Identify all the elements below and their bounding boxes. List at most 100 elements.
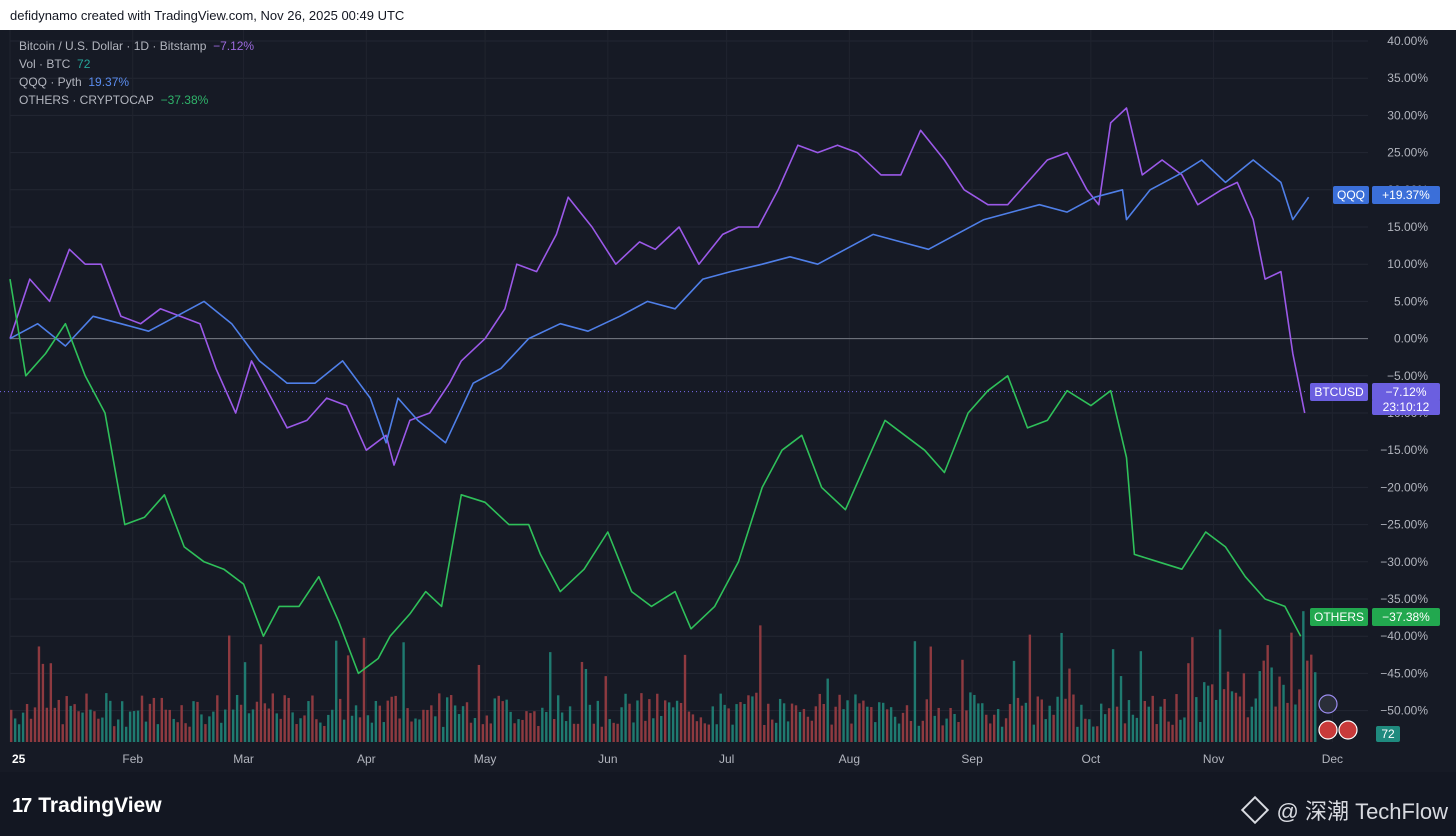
- volume-bar: [1064, 698, 1067, 742]
- volume-bar: [469, 722, 473, 742]
- volume-bar: [370, 722, 374, 742]
- volume-bar: [937, 707, 940, 742]
- volume-bar: [453, 705, 457, 742]
- volume-bar: [1199, 721, 1202, 742]
- volume-bar: [1040, 699, 1043, 742]
- volume-bar: [719, 693, 722, 742]
- volume-bar: [21, 712, 25, 742]
- volume-bar: [790, 703, 794, 742]
- volume-bar: [402, 642, 405, 742]
- volume-bar: [152, 697, 156, 742]
- volume-bar: [239, 704, 243, 742]
- volume-bar: [731, 724, 734, 742]
- volume-bar: [878, 702, 881, 742]
- qqq-name-badge-bg: [1333, 186, 1369, 204]
- volume-bar: [616, 723, 619, 742]
- volume-bar: [1143, 701, 1146, 742]
- volume-bar: [53, 707, 56, 742]
- volume-bar: [481, 724, 485, 742]
- volume-bar: [49, 663, 53, 742]
- volume-bar: [985, 714, 988, 742]
- watermark-text: @ 深潮 TechFlow: [1276, 799, 1448, 824]
- volume-bar: [29, 718, 33, 742]
- volume-bar: [735, 704, 738, 742]
- legend-volume[interactable]: Vol · BTC 72: [19, 57, 91, 71]
- x-tick-label: 25: [12, 752, 26, 766]
- y-tick-label: −5.00%: [1387, 369, 1428, 383]
- y-tick-label: −30.00%: [1380, 555, 1428, 569]
- volume-bar: [235, 694, 239, 742]
- volume-bar: [315, 719, 318, 742]
- volume-bar: [1258, 671, 1261, 742]
- volume-bar: [120, 701, 124, 742]
- legend-btc[interactable]: Bitcoin / U.S. Dollar · 1D · Bitstamp −7…: [19, 39, 255, 53]
- volume-bar: [644, 720, 647, 742]
- volume-bar: [549, 652, 552, 742]
- volume-bar: [287, 697, 290, 742]
- techflow-watermark: @ 深潮 TechFlow: [1240, 794, 1448, 826]
- volume-bar: [188, 726, 191, 742]
- volume-bar: [208, 716, 211, 742]
- volume-bar: [929, 646, 932, 742]
- volume-bar: [243, 662, 247, 742]
- y-tick-label: −45.00%: [1380, 666, 1428, 680]
- flag-icon: [1318, 720, 1338, 740]
- volume-bar: [124, 726, 128, 742]
- series-lines: [9, 107, 1310, 675]
- volume-bar: [434, 716, 437, 742]
- volume-bar: [1250, 706, 1254, 742]
- volume-bar: [85, 693, 88, 742]
- volume-bar: [941, 725, 944, 742]
- volume-bar: [81, 712, 84, 742]
- legend-others[interactable]: OTHERS · CRYPTOCAP −37.38%: [19, 93, 209, 107]
- volume-bar: [1092, 726, 1095, 742]
- volume-bar: [1056, 696, 1059, 742]
- volume-bar: [1008, 704, 1012, 742]
- volume-bar: [1187, 663, 1190, 742]
- volume-bar: [1282, 684, 1285, 742]
- volume-bar: [231, 709, 235, 742]
- volume-bar: [406, 708, 409, 742]
- volume-bar: [283, 695, 286, 742]
- volume-bar: [778, 698, 782, 742]
- volume-bar: [723, 704, 726, 742]
- y-tick-label: 15.00%: [1387, 220, 1428, 234]
- price-chart[interactable]: 40.00%35.00%30.00%25.00%20.00%15.00%10.0…: [0, 30, 1456, 772]
- volume-bar: [426, 709, 429, 742]
- volume-bar: [160, 697, 164, 742]
- volume-bar: [755, 692, 758, 742]
- volume-bar: [414, 718, 417, 742]
- volume-bar: [485, 715, 489, 742]
- volume-bar: [1012, 660, 1016, 742]
- others-value-badge: −37.38%: [1382, 610, 1430, 624]
- volume-bar: [830, 724, 833, 742]
- flag-icon: [1338, 720, 1358, 740]
- volume-bar: [144, 721, 148, 742]
- volume-bar: [45, 707, 49, 742]
- volume-bar: [810, 720, 814, 742]
- volume-bar: [255, 701, 259, 742]
- volume-bar: [1076, 726, 1079, 742]
- volume-bar: [275, 713, 278, 742]
- volume-bar: [767, 703, 770, 742]
- volume-bar: [1080, 704, 1083, 742]
- x-tick-label: Aug: [839, 752, 860, 766]
- volume-bar: [263, 703, 267, 742]
- volume-bar: [216, 695, 219, 742]
- volume-bar: [1096, 726, 1099, 742]
- volume-bar: [957, 722, 960, 742]
- volume-bar: [10, 709, 13, 742]
- series-line-btcusd: [9, 107, 1306, 466]
- tradingview-logo: 17 TradingView: [12, 794, 162, 818]
- volume-bar: [279, 718, 282, 742]
- volume-bar: [1246, 717, 1250, 742]
- volume-bar: [1302, 611, 1305, 742]
- volume-bar: [568, 706, 572, 742]
- volume-bar: [489, 723, 492, 742]
- x-tick-label: Oct: [1082, 752, 1101, 766]
- volume-bar: [564, 721, 568, 742]
- legend-qqq[interactable]: QQQ · Pyth 19.37%: [19, 75, 130, 89]
- volume-bar: [739, 702, 742, 742]
- volume-bar: [342, 719, 346, 742]
- volume-bar: [311, 695, 314, 742]
